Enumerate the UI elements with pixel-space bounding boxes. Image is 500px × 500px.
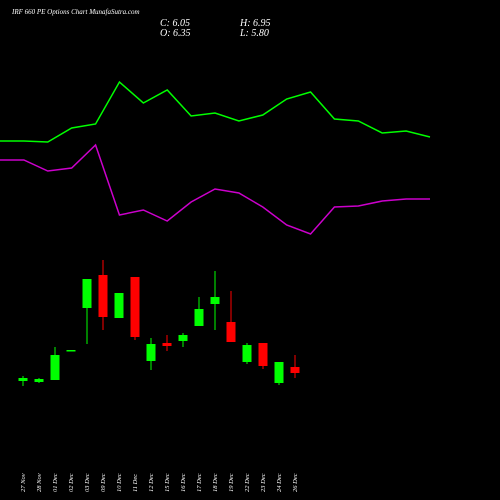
x-tick-label: 02 Dec [68,473,75,492]
x-tick-label: 17 Dec [196,473,203,492]
candle-body [66,350,76,352]
x-tick-label: 16 Dec [180,473,187,492]
x-tick-label: 18 Dec [212,473,219,492]
high-label: H: 6.95 [239,18,271,29]
candle-body [162,343,172,346]
candle-body [194,309,204,326]
candle-body [114,293,124,318]
candle-body [290,367,300,373]
x-tick-label: 11 Dec [132,474,139,492]
overlay-line [0,143,430,235]
candle-body [226,322,236,342]
candle-body [50,355,60,380]
overlay-line [0,80,431,143]
x-tick-label: 24 Dec [276,473,283,492]
candle-body [210,297,220,304]
close-label: C: 6.05 [160,18,190,29]
candle-body [178,335,188,341]
x-tick-label: 12 Dec [148,473,155,492]
x-tick-label: 27 Nov [20,473,27,492]
candle-body [242,345,252,362]
candle-body [146,344,156,361]
x-tick-label: 15 Dec [164,473,171,492]
x-tick-label: 28 Nov [36,473,43,492]
candle-body [98,275,108,317]
candle-body [82,279,92,308]
chart-title: IRF 660 PE Options Chart MunafaSutra.com [11,8,140,16]
low-label: L: 5.80 [239,28,269,39]
candle-body [274,362,284,383]
x-tick-label: 22 Dec [244,473,251,492]
candle-body [130,277,140,337]
x-tick-label: 09 Dec [100,473,107,492]
x-tick-label: 19 Dec [228,473,235,492]
x-tick-label: 23 Dec [260,473,267,492]
candle-body [258,343,268,366]
open-label: O: 6.35 [160,28,191,39]
candle-body [18,378,28,381]
x-tick-label: 26 Dec [292,473,299,492]
candle-body [34,379,44,382]
x-tick-label: 10 Dec [116,473,123,492]
x-tick-label: 01 Dec [52,473,59,492]
x-tick-label: 03 Dec [84,473,91,492]
